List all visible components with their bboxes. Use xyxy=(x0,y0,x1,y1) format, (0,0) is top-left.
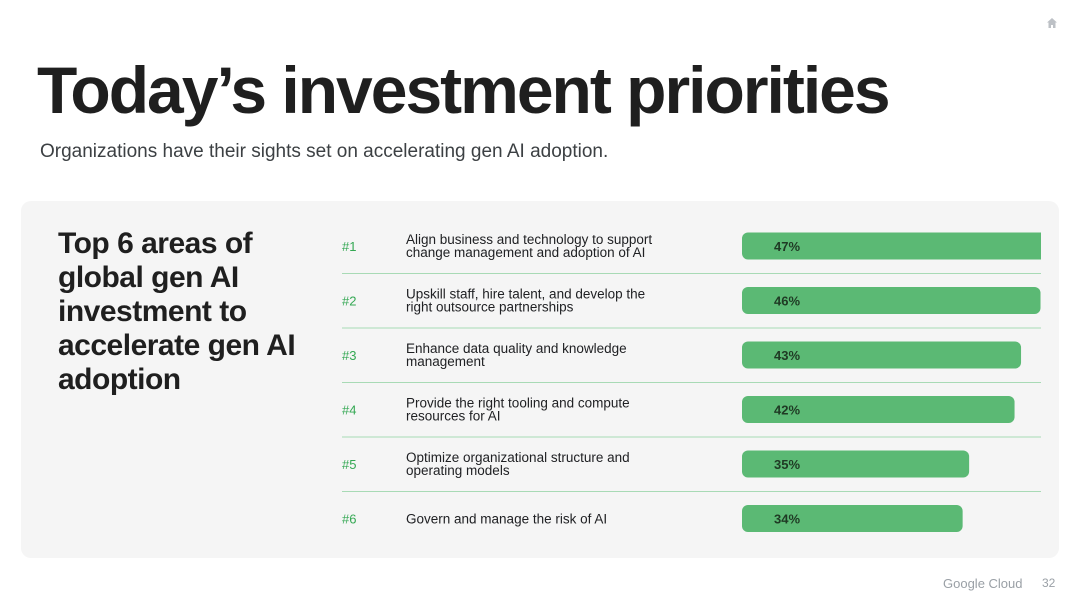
category-label: Align business and technology to support… xyxy=(406,232,652,260)
rank-label: #4 xyxy=(342,403,356,418)
slide-title: Today’s investment priorities xyxy=(37,53,891,127)
category-label: Enhance data quality and knowledge manage… xyxy=(406,341,627,369)
chart-svg: #1 Align business and technology to suppo… xyxy=(342,232,1041,532)
bar xyxy=(742,505,963,532)
slide-subtitle: Organizations have their sights set on a… xyxy=(40,141,609,162)
bar xyxy=(742,341,1022,369)
value-label: 46% xyxy=(774,294,800,309)
value-label: 42% xyxy=(774,403,800,418)
category-label: Upskill staff, hire talent, and develop … xyxy=(406,287,645,315)
investment-bar-chart: #1 Align business and technology to suppo… xyxy=(321,219,1041,549)
google-cloud-logo: Google Cloud xyxy=(943,576,1023,591)
value-label: 34% xyxy=(774,512,800,527)
bar xyxy=(742,232,1041,260)
value-label: 47% xyxy=(774,239,800,254)
rank-label: #5 xyxy=(342,457,356,472)
bar xyxy=(742,396,1015,423)
bar xyxy=(742,450,970,478)
rank-label: #6 xyxy=(342,512,356,527)
category-label: Govern and manage the risk of AI xyxy=(406,512,607,527)
category-label: Provide the right tooling and compute res… xyxy=(406,396,630,424)
value-label: 35% xyxy=(774,457,800,472)
page-number: 32 xyxy=(1042,576,1056,590)
home-icon xyxy=(1046,16,1058,28)
rank-label: #1 xyxy=(342,239,356,254)
category-label: Optimize organizational structure and ope… xyxy=(406,450,630,478)
investment-panel: Top 6 areas of global gen AI investment … xyxy=(21,201,1059,558)
bar xyxy=(742,287,1041,314)
rank-label: #2 xyxy=(342,294,356,309)
rank-label: #3 xyxy=(342,348,356,363)
panel-heading: Top 6 areas of global gen AI investment … xyxy=(58,227,296,396)
value-label: 43% xyxy=(774,348,800,363)
